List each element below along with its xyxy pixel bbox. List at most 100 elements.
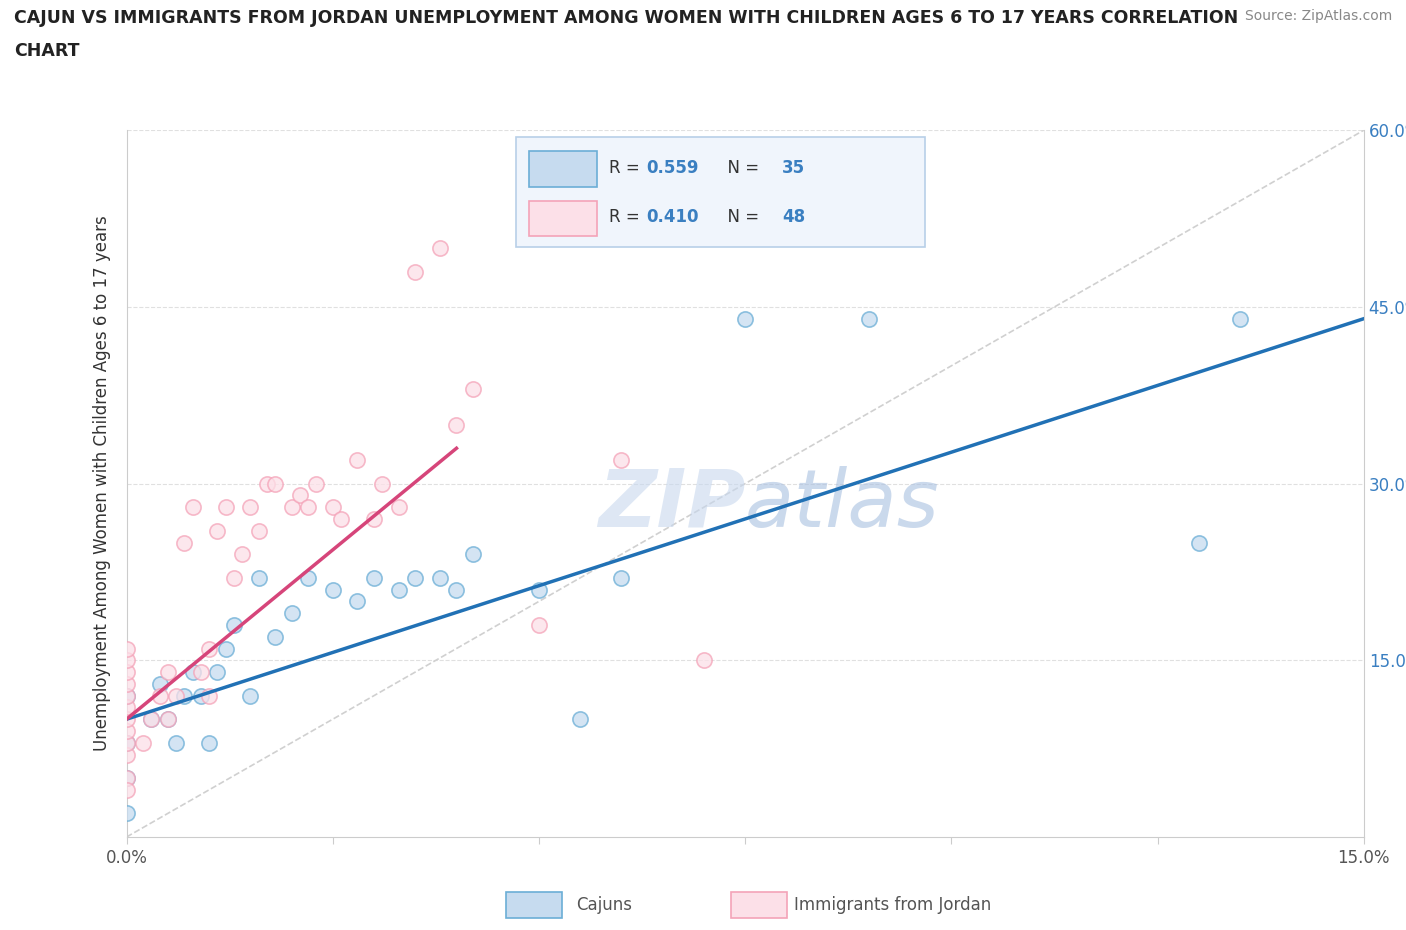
Point	[190, 665, 212, 680]
Point	[132, 736, 155, 751]
Point	[115, 700, 138, 715]
Point	[693, 653, 716, 668]
FancyBboxPatch shape	[516, 138, 925, 246]
Point	[148, 688, 170, 703]
Point	[280, 499, 302, 514]
Point	[1188, 535, 1211, 550]
Point	[734, 312, 756, 326]
Point	[239, 499, 262, 514]
Point	[404, 570, 426, 585]
Point	[214, 641, 236, 656]
Point	[115, 676, 138, 691]
Text: CHART: CHART	[14, 42, 80, 60]
Point	[115, 806, 138, 821]
Point	[198, 688, 221, 703]
Point	[330, 512, 353, 526]
Point	[346, 594, 368, 609]
Point	[173, 688, 195, 703]
Point	[297, 499, 319, 514]
Point	[156, 665, 179, 680]
Point	[115, 736, 138, 751]
Point	[322, 499, 344, 514]
Point	[207, 665, 229, 680]
Point	[569, 711, 592, 726]
Point	[156, 711, 179, 726]
Point	[527, 582, 550, 597]
Point	[363, 512, 385, 526]
Point	[115, 771, 138, 786]
Point	[527, 618, 550, 632]
Point	[115, 782, 138, 797]
Point	[429, 570, 451, 585]
Point	[461, 547, 484, 562]
FancyBboxPatch shape	[529, 152, 596, 187]
Point	[247, 570, 270, 585]
Point	[115, 688, 138, 703]
Point	[288, 488, 311, 503]
Text: R =: R =	[609, 208, 645, 226]
Point	[305, 476, 328, 491]
Text: ZIP: ZIP	[598, 466, 745, 544]
Point	[181, 665, 204, 680]
Point	[446, 582, 468, 597]
Point	[222, 570, 245, 585]
Point	[388, 582, 411, 597]
Text: CAJUN VS IMMIGRANTS FROM JORDAN UNEMPLOYMENT AMONG WOMEN WITH CHILDREN AGES 6 TO: CAJUN VS IMMIGRANTS FROM JORDAN UNEMPLOY…	[14, 9, 1239, 27]
Point	[115, 724, 138, 738]
Point	[239, 688, 262, 703]
Point	[363, 570, 385, 585]
Point	[165, 736, 187, 751]
Point	[264, 630, 287, 644]
Point	[148, 676, 170, 691]
Point	[181, 499, 204, 514]
Text: Cajuns: Cajuns	[576, 896, 633, 914]
Point	[446, 418, 468, 432]
Point	[1229, 312, 1251, 326]
Text: 0.410: 0.410	[647, 208, 699, 226]
Text: 35: 35	[782, 159, 806, 177]
Point	[280, 605, 302, 620]
Point	[429, 241, 451, 256]
Point	[115, 665, 138, 680]
Point	[207, 524, 229, 538]
Point	[115, 747, 138, 762]
Point	[610, 570, 633, 585]
Point	[198, 641, 221, 656]
Point	[222, 618, 245, 632]
Point	[256, 476, 278, 491]
Point	[214, 499, 236, 514]
Point	[115, 688, 138, 703]
Text: 0.559: 0.559	[647, 159, 699, 177]
Point	[173, 535, 195, 550]
Point	[198, 736, 221, 751]
Point	[190, 688, 212, 703]
Text: Immigrants from Jordan: Immigrants from Jordan	[794, 896, 991, 914]
Point	[371, 476, 394, 491]
Point	[141, 711, 163, 726]
Point	[231, 547, 253, 562]
Point	[247, 524, 270, 538]
Point	[346, 453, 368, 468]
Point	[141, 711, 163, 726]
Point	[322, 582, 344, 597]
Point	[461, 382, 484, 397]
Point	[115, 653, 138, 668]
Point	[404, 264, 426, 279]
Point	[610, 453, 633, 468]
Point	[115, 711, 138, 726]
Point	[115, 641, 138, 656]
Text: N =: N =	[717, 208, 763, 226]
Text: atlas: atlas	[745, 466, 941, 544]
Text: Source: ZipAtlas.com: Source: ZipAtlas.com	[1244, 9, 1392, 23]
Point	[858, 312, 880, 326]
Text: R =: R =	[609, 159, 645, 177]
Point	[115, 771, 138, 786]
Y-axis label: Unemployment Among Women with Children Ages 6 to 17 years: Unemployment Among Women with Children A…	[93, 216, 111, 751]
Point	[264, 476, 287, 491]
FancyBboxPatch shape	[529, 201, 596, 236]
Point	[297, 570, 319, 585]
Text: 48: 48	[782, 208, 806, 226]
Point	[165, 688, 187, 703]
Point	[115, 736, 138, 751]
Point	[156, 711, 179, 726]
